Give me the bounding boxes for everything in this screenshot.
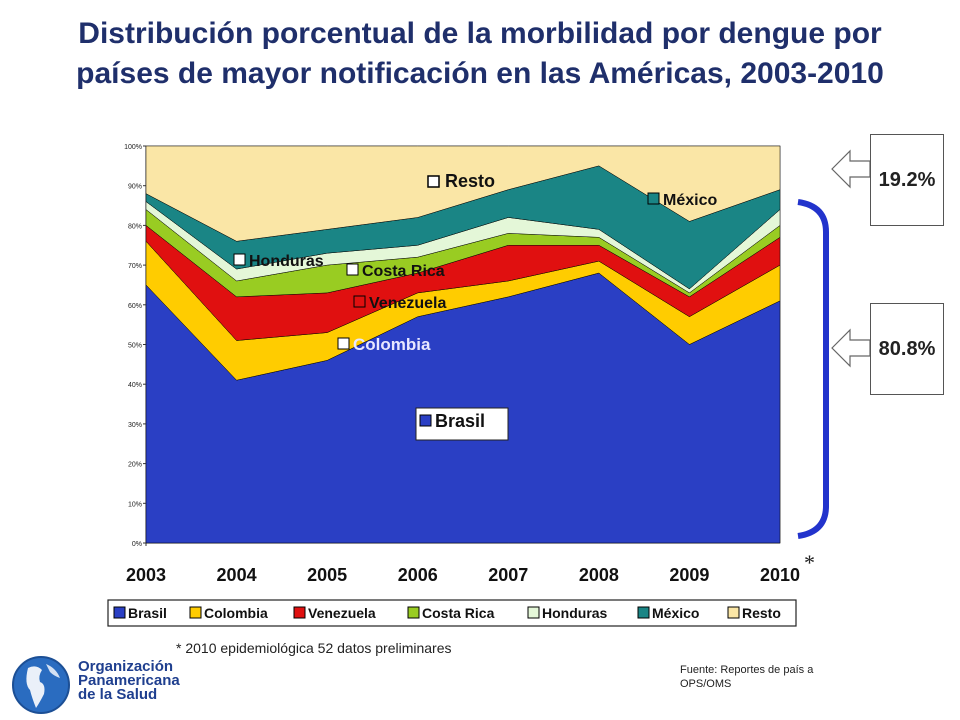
paho-globe-logo	[12, 656, 70, 714]
series-label-resto: Resto	[445, 171, 495, 191]
legend-label-honduras: Honduras	[542, 605, 608, 621]
y-tick-label: 40%	[128, 382, 142, 389]
y-tick-label: 50%	[128, 343, 142, 350]
legend-swatch-costa-rica	[407, 606, 420, 619]
callout-resto-value: 19.2%	[878, 168, 936, 191]
callout-top-value: 80.8%	[878, 337, 936, 360]
label-swatch	[419, 414, 432, 427]
y-tick-label: 30%	[128, 422, 142, 429]
footnote: * 2010 epidemiológica 52 datos prelimina…	[176, 640, 452, 656]
legend-swatch-resto	[727, 606, 740, 619]
label-swatch	[233, 253, 246, 266]
legend-swatch-colombia	[189, 606, 202, 619]
label-swatch	[647, 192, 660, 205]
legend-label-venezuela: Venezuela	[308, 605, 376, 621]
title-line-2: países de mayor notificación en las Amér…	[76, 57, 884, 90]
series-label-costa-rica: Costa Rica	[362, 263, 445, 280]
asterisk-2010: *	[804, 550, 815, 575]
org-line-2: Panamericana	[78, 672, 180, 689]
arrow-top	[831, 328, 871, 368]
x-tick-label: 2007	[488, 565, 528, 585]
bracket	[797, 199, 829, 539]
label-swatch	[337, 337, 350, 350]
x-tick-label: 2005	[307, 565, 347, 585]
org-name: Organización Panamericana de la Salud	[78, 658, 180, 703]
x-tick-label: 2004	[217, 565, 257, 585]
legend-swatch-venezuela	[293, 606, 306, 619]
series-label-honduras: Honduras	[249, 253, 324, 270]
label-swatch	[353, 295, 366, 308]
arrow-resto	[831, 149, 871, 189]
y-tick-label: 20%	[128, 462, 142, 469]
legend-label-méxico: México	[652, 605, 699, 621]
y-tick-label: 70%	[128, 263, 142, 270]
title-line-1: Distribución porcentual de la morbilidad…	[78, 17, 882, 50]
x-tick-label: 2008	[579, 565, 619, 585]
legend-label-brasil: Brasil	[128, 605, 167, 621]
legend	[107, 599, 797, 627]
area-resto	[145, 145, 781, 242]
series-label-venezuela: Venezuela	[369, 295, 446, 312]
y-tick-label: 0%	[132, 541, 142, 548]
org-line-3: de la Salud	[78, 686, 158, 703]
y-tick-label: 10%	[128, 501, 142, 508]
y-tick-label: 100%	[124, 144, 142, 151]
label-swatch	[346, 263, 359, 276]
legend-label-resto: Resto	[742, 605, 781, 621]
y-tick-label: 60%	[128, 303, 142, 310]
x-tick-label: 2003	[126, 565, 166, 585]
series-label-colombia: Colombia	[353, 335, 431, 354]
legend-swatch-brasil	[113, 606, 126, 619]
x-tick-label: 2006	[398, 565, 438, 585]
label-bullet	[427, 175, 440, 188]
legend-label-colombia: Colombia	[204, 605, 268, 621]
series-label-brasil: Brasil	[435, 411, 485, 431]
legend-swatch-méxico	[637, 606, 650, 619]
chart-title: Distribución porcentual de la morbilidad…	[20, 14, 940, 94]
legend-swatch-honduras	[527, 606, 540, 619]
y-tick-label: 90%	[128, 184, 142, 191]
callout-resto: 19.2%	[870, 134, 944, 226]
legend-label-costa-rica: Costa Rica	[422, 605, 495, 621]
y-tick-label: 80%	[128, 223, 142, 230]
x-tick-label: 2009	[669, 565, 709, 585]
callout-top: 80.8%	[870, 303, 944, 395]
series-label-méxico: México	[663, 192, 717, 209]
source-note: Fuente: Reportes de país a OPS/OMS	[680, 664, 814, 690]
org-line-1: Organización	[78, 658, 174, 675]
x-tick-label: 2010	[760, 565, 800, 585]
